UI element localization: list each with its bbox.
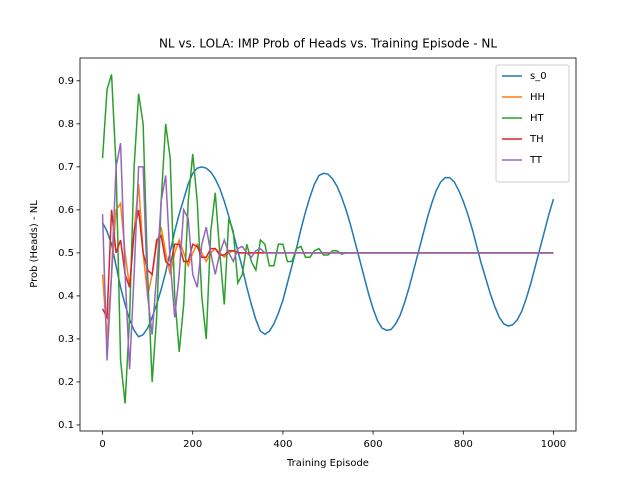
legend-label: TH (529, 134, 544, 145)
legend-label: s_0 (530, 71, 547, 82)
y-axis-label: Prob (Heads) - NL (29, 200, 40, 288)
x-tick-label: 200 (183, 439, 202, 450)
y-tick-label: 0.3 (58, 334, 74, 345)
y-tick-label: 0.5 (58, 248, 74, 259)
legend-label: HT (530, 113, 545, 124)
y-tick-label: 0.9 (58, 76, 74, 87)
y-tick-label: 0.4 (58, 291, 74, 302)
x-tick-label: 800 (454, 439, 473, 450)
y-tick-label: 0.2 (58, 377, 74, 388)
chart-title: NL vs. LOLA: IMP Prob of Heads vs. Train… (159, 37, 497, 51)
legend-label: TT (529, 155, 543, 166)
y-tick-label: 0.6 (58, 205, 74, 216)
x-tick-label: 600 (364, 439, 383, 450)
plot-frame (79, 57, 577, 432)
y-tick-label: 0.7 (58, 162, 74, 173)
x-tick-label: 0 (99, 439, 105, 450)
y-tick-label: 0.1 (58, 420, 74, 431)
x-axis-label: Training Episode (286, 458, 369, 469)
y-tick-label: 0.8 (58, 119, 74, 130)
series-line (101, 143, 554, 370)
legend-box (495, 64, 570, 183)
x-tick-label: 1000 (541, 439, 566, 450)
x-tick-label: 400 (273, 439, 292, 450)
legend-label: HH (530, 92, 545, 103)
